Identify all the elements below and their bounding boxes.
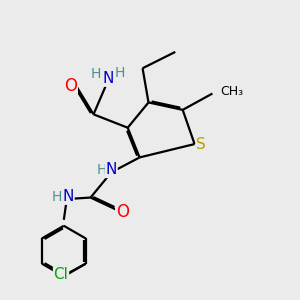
Text: Cl: Cl [54,268,68,283]
Text: H: H [97,163,107,177]
Text: N: N [63,189,74,204]
Text: H: H [52,190,62,204]
Text: O: O [116,203,129,221]
Text: N: N [103,71,114,86]
Text: N: N [106,162,117,177]
Text: H: H [90,67,101,81]
Text: S: S [196,136,206,152]
Text: CH₃: CH₃ [221,85,244,98]
Text: O: O [64,77,77,95]
Text: H: H [115,66,125,80]
